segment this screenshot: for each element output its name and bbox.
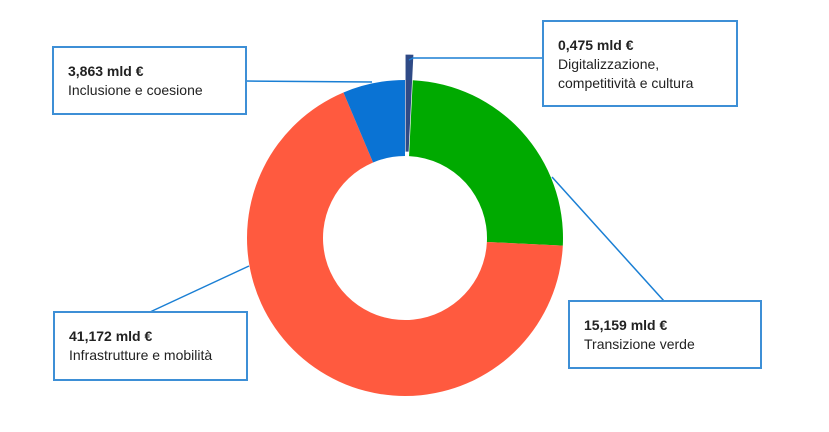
leader-line-green <box>551 176 665 302</box>
callout-infrastructure: 41,172 mld € Infrastrutture e mobilità <box>53 311 248 381</box>
leader-line-digital <box>408 57 544 61</box>
callout-green-value: 15,159 mld € <box>584 317 668 333</box>
callout-green-name: Transizione verde <box>584 336 695 352</box>
leader-lines <box>149 57 665 313</box>
callout-inclusion-value: 3,863 mld € <box>68 63 144 79</box>
callout-digital-value: 0,475 mld € <box>558 37 634 53</box>
callout-infrastructure-value: 41,172 mld € <box>69 328 153 344</box>
leader-line-infrastructure <box>149 265 250 313</box>
callout-digital: 0,475 mld € Digitalizzazione, competitiv… <box>542 20 738 107</box>
callout-infrastructure-name: Infrastrutture e mobilità <box>69 347 213 363</box>
callout-inclusion: 3,863 mld € Inclusione e coesione <box>52 46 247 115</box>
callout-digital-name-2: competitività e cultura <box>558 75 694 91</box>
donut-slices <box>247 53 563 397</box>
callout-inclusion-name: Inclusione e coesione <box>68 82 203 98</box>
donut-slice <box>343 80 405 163</box>
callout-green: 15,159 mld € Transizione verde <box>568 300 762 369</box>
donut-slice <box>404 53 415 153</box>
donut-slice <box>409 80 563 246</box>
leader-line-inclusion <box>245 80 373 83</box>
callout-digital-name-1: Digitalizzazione, <box>558 56 660 72</box>
donut-slice <box>247 92 563 397</box>
